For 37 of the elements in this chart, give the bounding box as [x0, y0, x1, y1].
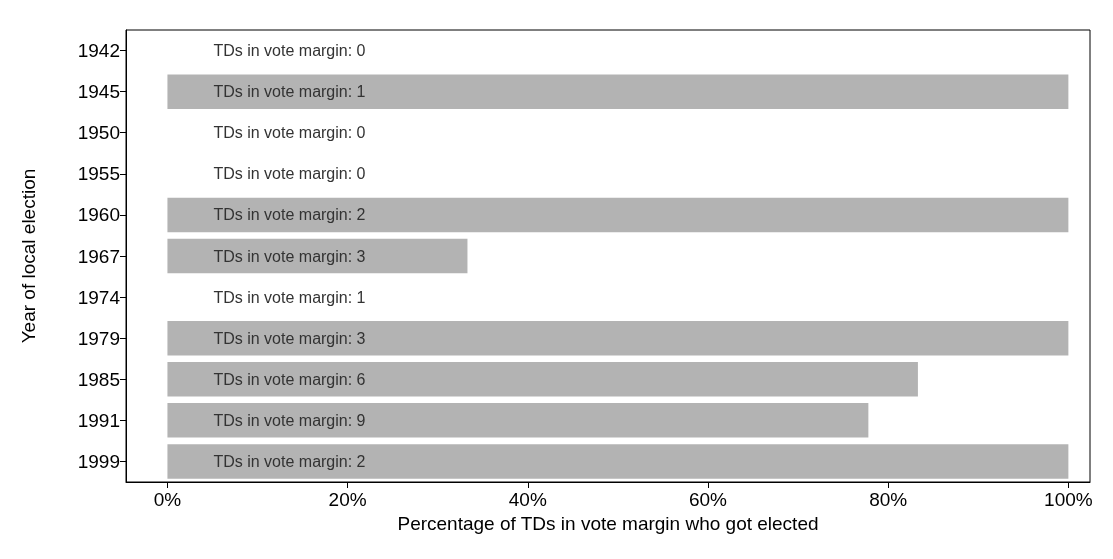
y-tick-label: 1967 [77, 245, 120, 267]
bar [167, 403, 869, 438]
bar [167, 238, 468, 274]
data-label: TDs in vote margin: 0 [213, 42, 366, 60]
x-tick-label: 40% [508, 489, 547, 510]
x-axis-title: Percentage of TDs in vote margin who got elected [397, 513, 819, 534]
data-label: TDs in vote margin: 0 [213, 124, 366, 142]
data-label: TDs in vote margin: 1 [213, 83, 366, 101]
bar [167, 362, 918, 397]
y-tick-label: 1985 [77, 368, 120, 390]
y-tick-label: 1974 [77, 286, 121, 308]
x-tick-label: 0% [153, 489, 182, 510]
data-label: TDs in vote margin: 1 [213, 288, 366, 306]
data-label: TDs in vote margin: 2 [213, 206, 366, 224]
y-tick-label: 1999 [77, 450, 120, 472]
data-label: TDs in vote margin: 3 [213, 329, 366, 347]
y-axis-title: Year of local election [18, 168, 39, 344]
data-label: TDs in vote margin: 9 [213, 411, 366, 429]
y-tick-label: 1979 [77, 327, 120, 349]
data-label: TDs in vote margin: 0 [213, 165, 366, 183]
x-tick-label: 60% [688, 489, 728, 510]
bar [167, 74, 1069, 109]
x-tick-label: 20% [328, 489, 367, 510]
y-tick-label: 1942 [77, 40, 120, 62]
data-label: TDs in vote margin: 2 [213, 452, 366, 470]
x-tick-label: 80% [869, 489, 908, 510]
bar [167, 444, 1069, 479]
y-tick-label: 1991 [77, 409, 120, 431]
y-tick-label: 1950 [77, 122, 120, 144]
data-label: TDs in vote margin: 3 [213, 247, 366, 265]
bar [167, 197, 1069, 233]
y-tick-label: 1945 [77, 81, 120, 103]
bar [167, 320, 1069, 356]
y-tick-label: 1960 [77, 204, 120, 226]
x-tick-label: 100% [1044, 489, 1093, 510]
y-tick-label: 1955 [77, 163, 120, 185]
data-label: TDs in vote margin: 6 [213, 370, 366, 388]
